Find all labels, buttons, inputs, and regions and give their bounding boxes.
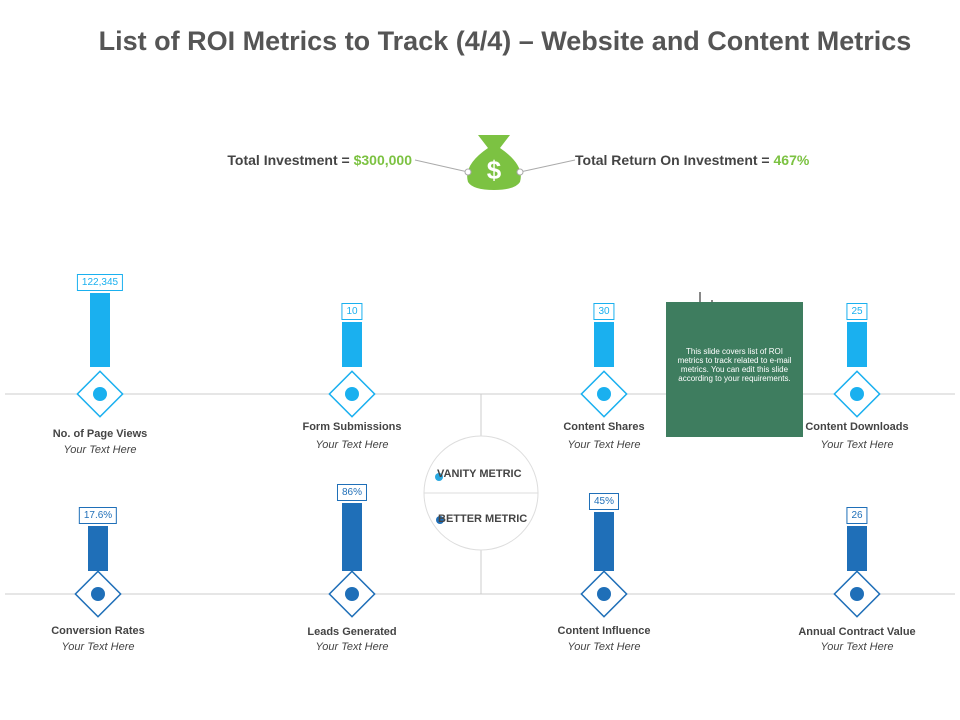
metric-label: Leads Generated <box>307 626 397 638</box>
metric-label: No. of Page Views <box>52 428 148 440</box>
metric-subtext: Your Text Here <box>820 439 894 451</box>
investment: Total Investment = $300,000 <box>227 152 412 168</box>
value-label: 122,345 <box>76 274 124 291</box>
value-label: 10 <box>341 303 363 320</box>
bar <box>594 512 614 571</box>
value-label: 86% <box>336 484 368 501</box>
metric-label: Content Shares <box>563 421 645 433</box>
bar <box>847 526 867 571</box>
return-label: Total Return On Investment = <box>575 152 774 168</box>
metric-icon <box>833 570 881 618</box>
title: List of ROI Metrics to Track (4/4) – Web… <box>98 26 912 56</box>
return: Total Return On Investment = 467% <box>575 152 809 168</box>
metric-label: Content Influence <box>557 625 651 637</box>
metric-icon <box>580 370 628 418</box>
bar <box>342 322 362 367</box>
value-label: 25 <box>846 303 868 320</box>
metric-label: Annual Contract Value <box>798 626 916 638</box>
value-label: 45% <box>588 493 620 510</box>
metric-icon <box>328 570 376 618</box>
bar <box>90 293 110 367</box>
metric-subtext: Your Text Here <box>820 641 894 653</box>
metric-icon <box>76 370 124 418</box>
bar <box>342 503 362 571</box>
value-label: 26 <box>846 507 868 524</box>
metric-label: Conversion Rates <box>51 625 145 637</box>
metric-subtext: Your Text Here <box>63 444 137 456</box>
legend-better: BETTER METRIC <box>438 513 528 525</box>
metric-icon <box>833 370 881 418</box>
return-value: 467% <box>773 152 810 168</box>
metric-icon <box>580 570 628 618</box>
metric-icon <box>328 370 376 418</box>
bar <box>847 322 867 367</box>
svg-text:$: $ <box>487 155 502 185</box>
metric-label: Form Submissions <box>302 421 402 433</box>
bar <box>88 526 108 571</box>
investment-label: Total Investment = <box>227 152 354 168</box>
metric-label: Content Downloads <box>805 421 909 433</box>
metric-subtext: Your Text Here <box>61 641 135 653</box>
metric-subtext: Your Text Here <box>567 439 641 451</box>
metric-subtext: Your Text Here <box>567 641 641 653</box>
sticky-note: This slide covers list of ROI metrics to… <box>666 302 803 437</box>
metric-subtext: Your Text Here <box>315 641 389 653</box>
value-label: 30 <box>593 303 615 320</box>
metric-subtext: Your Text Here <box>315 439 389 451</box>
investment-value: $300,000 <box>353 152 412 168</box>
legend-vanity: VANITY METRIC <box>437 468 522 480</box>
value-label: 17.6% <box>78 507 118 524</box>
bar <box>594 322 614 367</box>
metric-icon <box>74 570 122 618</box>
